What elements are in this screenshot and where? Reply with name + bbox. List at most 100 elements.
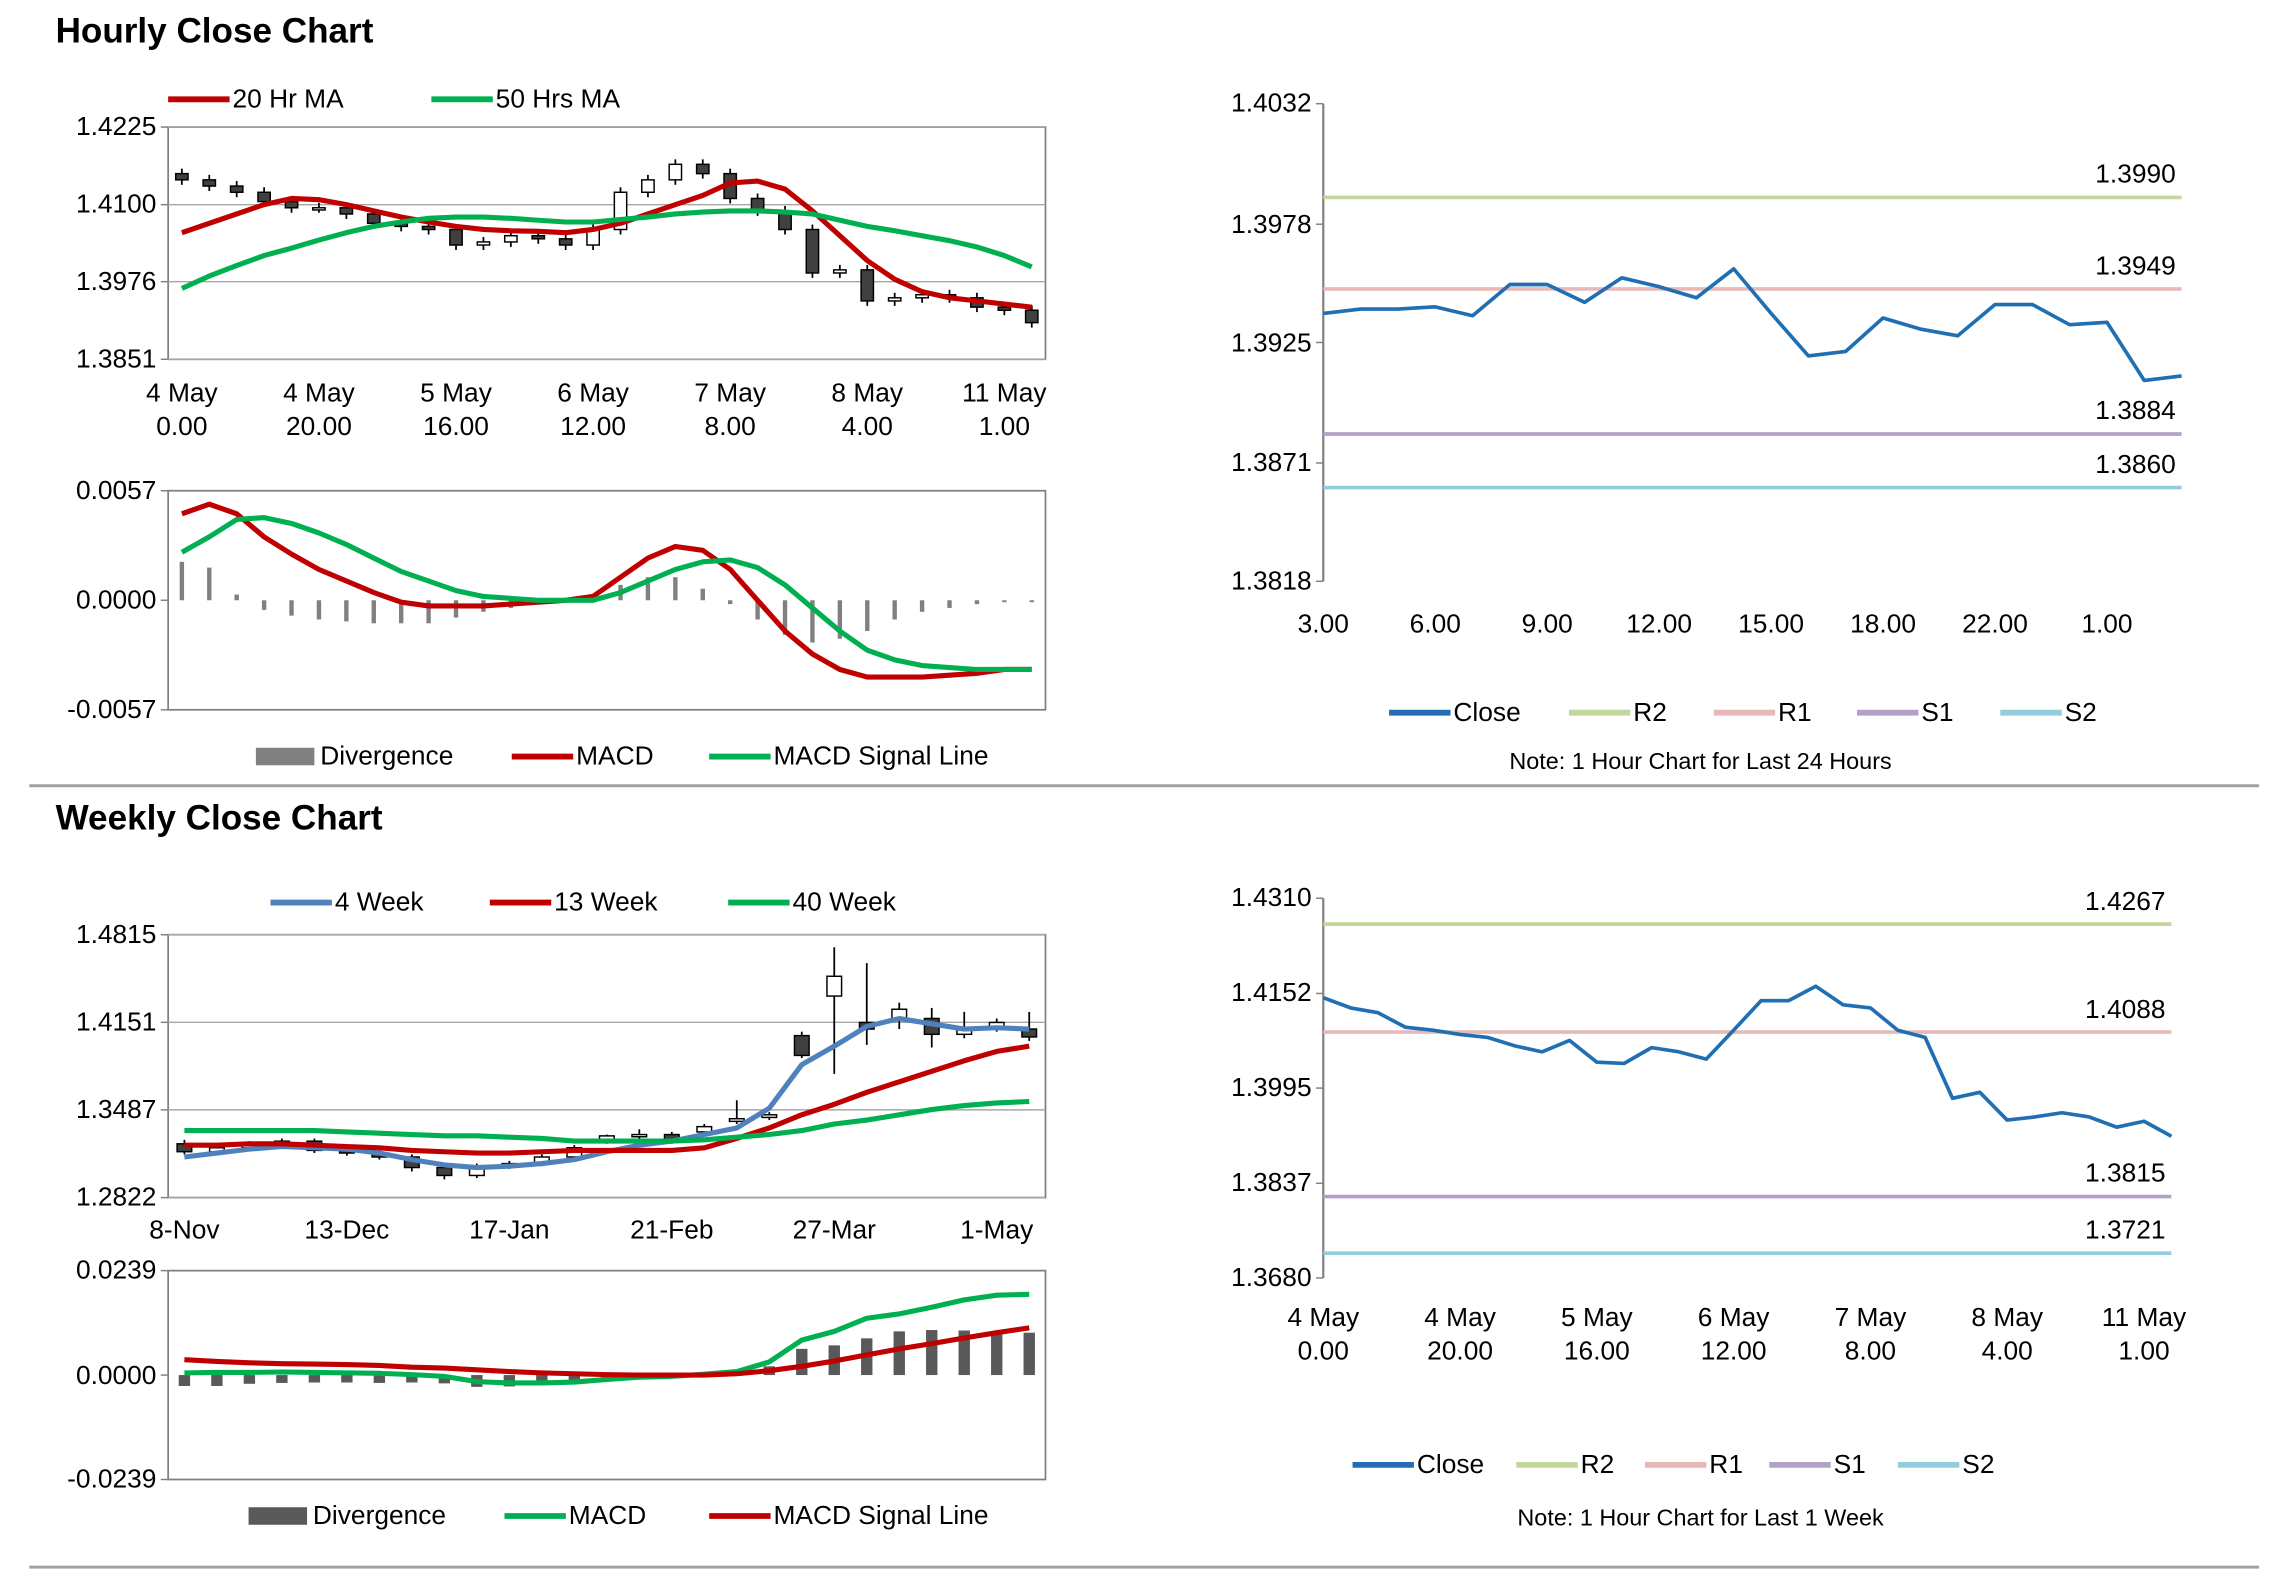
y-tick-label: 1.3818: [1231, 565, 1312, 596]
divergence-bar: [426, 600, 431, 624]
chart-note: Note: 1 Hour Chart for Last 1 Week: [1517, 1506, 1884, 1532]
legend-label: S2: [1962, 1449, 1995, 1479]
divergence-bar: [234, 594, 239, 601]
y-tick-label: -0.0239: [67, 1464, 157, 1494]
level-label: 1.3884: [2095, 396, 2176, 426]
x-tick-label: 5 May 16.00: [1561, 1302, 1633, 1366]
level-label: 1.3721: [2085, 1215, 2166, 1245]
candle-body: [832, 269, 847, 274]
series-line: [184, 1043, 1030, 1156]
x-tick-label: 22.00: [1962, 609, 2028, 639]
x-tick-label: 4 May 20.00: [283, 378, 355, 442]
x-tick-label: 11 May 1.00: [962, 378, 1047, 442]
divergence-bar: [276, 1375, 288, 1383]
legend-label: Divergence: [320, 741, 454, 771]
divergence-bar: [243, 1375, 256, 1384]
candle-body: [1024, 309, 1039, 324]
separator: [29, 784, 2260, 788]
divergence-bar: [207, 567, 212, 601]
candle-body: [284, 200, 299, 209]
x-tick-label: 4 May 0.00: [146, 378, 218, 442]
level-label: 1.3949: [2095, 250, 2176, 281]
x-tick-label: 6 May 12.00: [557, 378, 629, 442]
candle-body: [805, 228, 820, 274]
y-tick-label: 1.4151: [75, 1006, 157, 1037]
x-tick-label: 1-May: [960, 1215, 1034, 1245]
candle-body: [915, 293, 929, 299]
y-tick-label: 0.0000: [75, 584, 157, 615]
y-tick-label: 1.4815: [75, 919, 157, 949]
divergence-bar: [438, 1375, 451, 1384]
x-tick-label: 4 May 20.00: [1424, 1302, 1496, 1366]
candle-body: [761, 1114, 778, 1119]
divergence-bar: [810, 600, 815, 643]
divergence-bar: [645, 577, 651, 601]
x-tick-label: 5 May 16.00: [420, 378, 492, 442]
legend-label: Close: [1453, 697, 1521, 727]
y-tick-label: 1.3487: [75, 1094, 157, 1124]
x-tick-label: 6 May 12.00: [1697, 1302, 1770, 1366]
divergence-bar: [700, 588, 705, 601]
x-tick-label: 6.00: [1409, 609, 1461, 639]
y-tick-label: -0.0057: [67, 694, 157, 724]
divergence-bar: [947, 600, 952, 608]
divergence-bar: [782, 600, 788, 635]
section-title: Weekly Close Chart: [55, 798, 383, 839]
divergence-bar: [371, 600, 376, 624]
x-tick-label: 9.00: [1521, 609, 1573, 639]
candle-body: [476, 241, 491, 246]
series-line: [1322, 984, 2173, 1138]
candle-body: [641, 179, 655, 193]
candle-body: [312, 207, 326, 211]
y-tick-label: 1.4100: [75, 189, 157, 219]
level-label: 1.4267: [2085, 886, 2166, 916]
legend-label: R1: [1709, 1449, 1743, 1479]
legend-label: R1: [1778, 697, 1812, 727]
divergence-bar: [974, 600, 980, 605]
divergence-bar: [453, 600, 459, 618]
candle-body: [202, 179, 217, 187]
plot-frame: [167, 933, 1047, 1199]
level-label: 1.3990: [2095, 159, 2176, 189]
candle-body: [531, 234, 546, 240]
divergence-bar: [1029, 600, 1034, 603]
series-line: [181, 501, 1032, 680]
candle-body: [558, 238, 573, 246]
divergence-bar: [568, 1375, 581, 1384]
candle-body: [997, 306, 1012, 311]
divergence-bar: [837, 600, 843, 639]
legend-swatch: [255, 747, 315, 766]
divergence-bar: [406, 1375, 418, 1383]
x-tick-label: 4 May 0.00: [1287, 1302, 1360, 1366]
legend-label: 4 Week: [334, 887, 424, 917]
candle-body: [826, 975, 843, 997]
candle-body: [887, 297, 902, 302]
divergence-bar: [211, 1375, 223, 1386]
x-tick-label: 27-Mar: [792, 1215, 876, 1245]
divergence-bar: [673, 577, 678, 601]
x-tick-label: 8-Nov: [149, 1215, 220, 1245]
legend-label: MACD: [576, 741, 654, 771]
y-tick-label: 1.3978: [1231, 208, 1312, 239]
legend-label: S2: [2064, 697, 2097, 727]
y-tick-label: 1.3680: [1231, 1262, 1312, 1292]
series-line: [180, 515, 1032, 673]
legend-label: Close: [1416, 1449, 1485, 1479]
x-tick-label: 18.00: [1850, 609, 1916, 639]
y-tick-label: 1.4152: [1231, 978, 1312, 1008]
y-tick-label: 0.0057: [75, 475, 157, 505]
divergence-bar: [536, 1375, 548, 1386]
legend-label: 20 Hr MA: [232, 83, 344, 114]
candle-body: [631, 1133, 648, 1138]
divergence-bar: [178, 1375, 191, 1386]
divergence-bar: [755, 600, 760, 620]
separator: [29, 1565, 2260, 1569]
divergence-bar: [1023, 1332, 1035, 1376]
x-tick-label: 11 May 1.00: [2101, 1302, 2187, 1366]
divergence-bar: [958, 1330, 970, 1376]
divergence-bar: [796, 1348, 808, 1376]
candle-body: [668, 163, 683, 181]
divergence-bar: [926, 1330, 938, 1376]
y-tick-label: 1.2822: [75, 1182, 157, 1212]
x-tick-label: 17-Jan: [469, 1215, 550, 1245]
